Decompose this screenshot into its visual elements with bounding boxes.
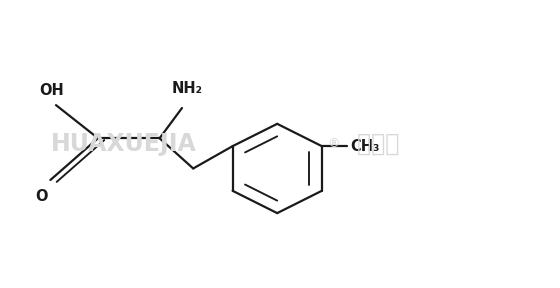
Text: 化学加: 化学加 (342, 132, 399, 156)
Text: CH₃: CH₃ (350, 139, 379, 154)
Text: ®: ® (328, 137, 340, 151)
Text: HUAXUEJIA: HUAXUEJIA (50, 132, 196, 156)
Text: O: O (36, 189, 48, 204)
Text: OH: OH (39, 83, 64, 98)
Text: NH₂: NH₂ (172, 82, 203, 96)
